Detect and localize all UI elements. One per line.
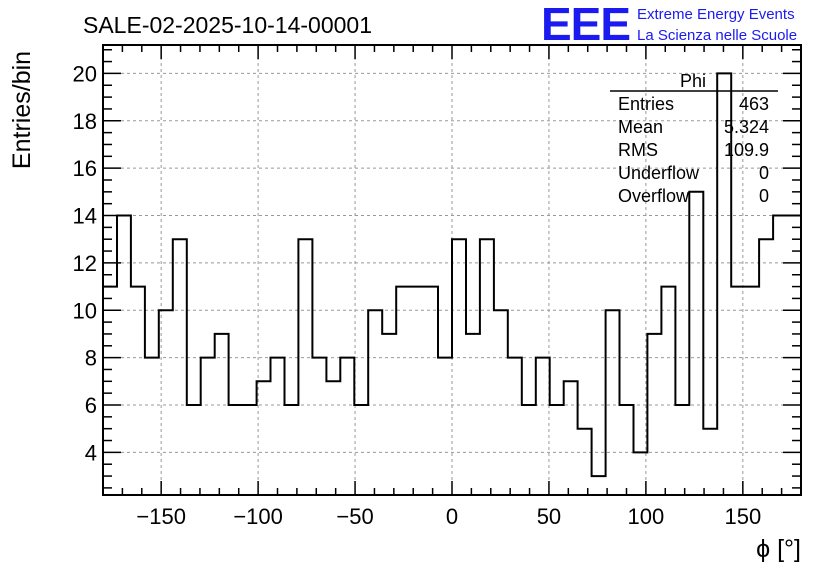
- x-tick-label: 150: [724, 504, 761, 529]
- y-tick-label: 10: [73, 298, 97, 323]
- histogram-bin: [452, 239, 466, 495]
- histogram-bin: [284, 405, 298, 495]
- histogram-bin: [145, 358, 159, 495]
- stats-value-rms: 109.9: [724, 140, 769, 160]
- histogram-bin: [494, 310, 508, 495]
- histogram-bin: [759, 239, 773, 495]
- histogram-bin: [396, 287, 410, 495]
- histogram-bin: [173, 239, 187, 495]
- x-tick-label: −50: [336, 504, 373, 529]
- histogram-bin: [480, 239, 494, 495]
- histogram-bin: [424, 287, 438, 495]
- histogram-bin: [578, 429, 592, 495]
- histogram-bin: [689, 192, 703, 495]
- histogram-bin: [368, 310, 382, 495]
- stats-label-mean: Mean: [618, 117, 663, 137]
- chart-title: SALE-02-2025-10-14-00001: [83, 12, 372, 38]
- stats-value-mean: 5.324: [724, 117, 769, 137]
- axis-ticks: [102, 45, 802, 495]
- histogram-bin: [298, 239, 312, 495]
- histogram-bin: [229, 405, 243, 495]
- x-tick-label: 100: [628, 504, 665, 529]
- y-tick-label: 20: [73, 61, 97, 86]
- histogram-bin: [131, 287, 145, 495]
- y-tick-label: 12: [73, 251, 97, 276]
- x-tick-label: −100: [233, 504, 283, 529]
- y-tick-label: 8: [85, 346, 97, 371]
- histogram-bin: [243, 405, 257, 495]
- histogram-bin: [159, 310, 173, 495]
- eee-logo-line1: Extreme Energy Events: [637, 6, 795, 23]
- histogram-bin: [438, 358, 452, 495]
- histogram-bin: [592, 476, 606, 495]
- eee-logo-text: EEE: [541, 0, 630, 50]
- histogram-bin: [410, 287, 424, 495]
- stats-box: Phi Entries 463 Mean 5.324 RMS 109.9 Underflow…: [610, 71, 778, 206]
- y-tick-label: 14: [73, 204, 97, 229]
- stats-value-underflow: 0: [759, 163, 769, 183]
- histogram-bin: [382, 334, 396, 495]
- y-tick-label: 18: [73, 109, 97, 134]
- histogram-bin: [703, 429, 717, 495]
- histogram-bin: [187, 405, 201, 495]
- histogram-bin: [661, 287, 675, 495]
- stats-label-rms: RMS: [618, 140, 658, 160]
- stats-value-entries: 463: [739, 94, 769, 114]
- histogram-bin: [312, 358, 326, 495]
- stats-value-overflow: 0: [759, 186, 769, 206]
- histogram-bin: [745, 287, 759, 495]
- histogram-bin: [201, 358, 215, 495]
- histogram-bin: [466, 334, 480, 495]
- x-tick-label: 0: [446, 504, 458, 529]
- histogram-line: [103, 72, 801, 478]
- histogram-bin: [647, 334, 661, 495]
- eee-logo: EEE Extreme Energy Events La Scienza nel…: [541, 0, 797, 50]
- stats-box-name: Phi: [680, 71, 706, 91]
- histogram-bin: [536, 358, 550, 495]
- y-tick-label: 6: [85, 393, 97, 418]
- histogram-series: [103, 72, 801, 495]
- histogram-bin: [606, 310, 620, 495]
- histogram-bin: [508, 358, 522, 495]
- histogram-bin: [731, 287, 745, 495]
- histogram-bin: [257, 381, 271, 495]
- histogram-bin: [675, 405, 689, 495]
- histogram-bin: [271, 358, 285, 495]
- y-tick-label: 16: [73, 156, 97, 181]
- x-tick-label: 50: [537, 504, 561, 529]
- stats-label-underflow: Underflow: [618, 163, 700, 183]
- histogram-bin: [522, 405, 536, 495]
- y-axis-label: Entries/bin: [8, 51, 36, 169]
- histogram-bin: [354, 405, 368, 495]
- histogram-bin: [550, 405, 564, 495]
- plot-frame: [102, 44, 802, 496]
- histogram-bin: [564, 381, 578, 495]
- stats-label-overflow: Overflow: [618, 186, 690, 206]
- tick-labels: −150 −100 −50 0 50 100 150 4 6 8 10 12 14 16 18 20: [73, 61, 762, 529]
- eee-logo-line2: La Scienza nelle Scuole: [637, 27, 797, 44]
- y-tick-label: 4: [85, 440, 97, 465]
- x-axis-label: ϕ [°]: [756, 535, 801, 563]
- histogram-bin: [215, 334, 229, 495]
- stats-label-entries: Entries: [618, 94, 674, 114]
- x-tick-label: −150: [136, 504, 186, 529]
- histogram-bin: [340, 358, 354, 495]
- histogram-bin: [326, 381, 340, 495]
- histogram-bin: [620, 405, 634, 495]
